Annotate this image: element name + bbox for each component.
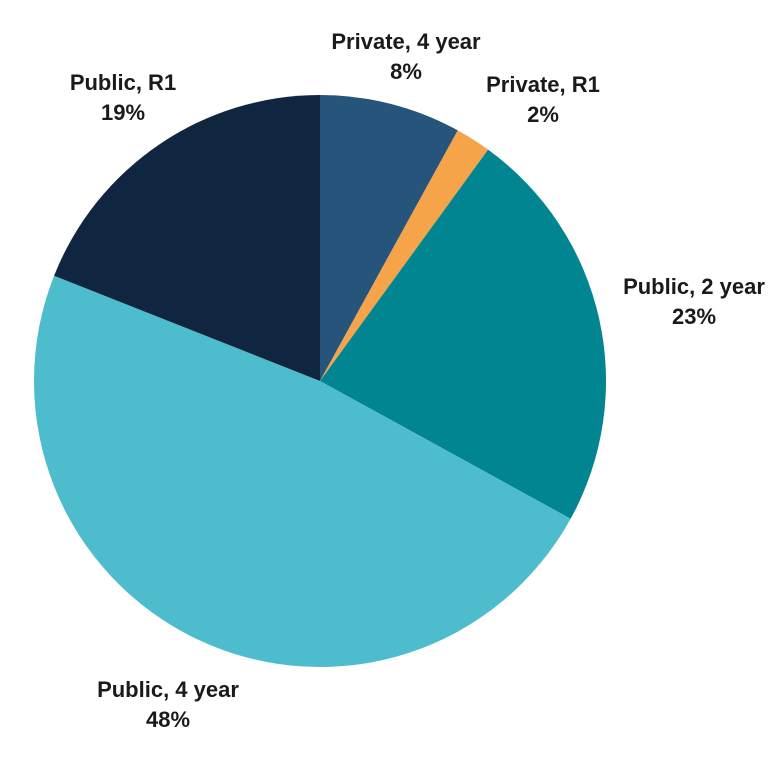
slice-percentage: 23% <box>671 304 717 329</box>
slice-name: Private, R1 <box>486 72 600 97</box>
slice-label: Public, 4 year 48% <box>97 675 239 735</box>
pie-slice-private-4-year <box>320 95 458 381</box>
slice-label: Private, R1 2% <box>486 70 600 130</box>
slice-percentage: 8% <box>390 59 422 84</box>
slice-name: Private, 4 year <box>331 29 481 54</box>
slice-label: Private, 4 year 8% <box>331 27 480 87</box>
slice-name: Public, R1 <box>69 70 177 95</box>
slice-name: Public, 2 year <box>623 274 765 299</box>
slice-label: Public, R1 19% <box>70 68 176 128</box>
slice-percentage: 48% <box>145 707 191 732</box>
slice-percentage: 19% <box>100 100 146 125</box>
slice-name: Public, 4 year <box>97 677 239 702</box>
pie-slice-public-r1 <box>54 95 320 381</box>
pie-slice-private-r1 <box>320 130 489 381</box>
slice-percentage: 2% <box>527 102 559 127</box>
pie-slice-public-4-year <box>34 275 571 667</box>
pie-slice-public-2-year <box>320 149 606 519</box>
slice-label: Public, 2 year 23% <box>623 272 765 332</box>
